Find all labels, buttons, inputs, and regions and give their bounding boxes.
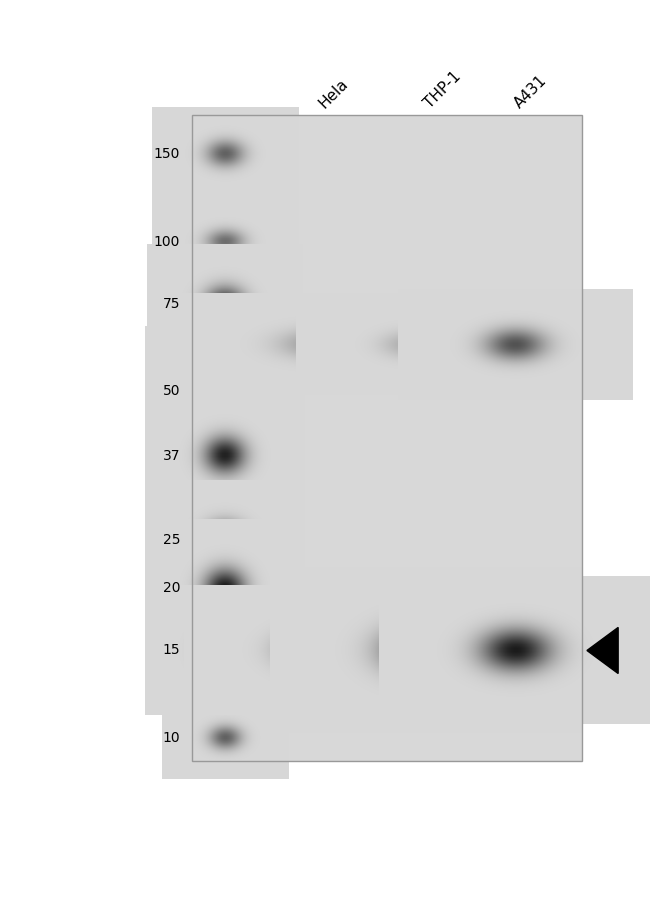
Text: 20: 20: [162, 582, 180, 596]
Text: THP-1: THP-1: [422, 68, 464, 111]
Text: Hela: Hela: [317, 76, 352, 111]
Polygon shape: [587, 628, 618, 674]
Text: 15: 15: [162, 644, 180, 657]
Text: 150: 150: [153, 148, 180, 161]
Bar: [192, 115, 582, 761]
Text: 50: 50: [162, 384, 180, 398]
Text: 25: 25: [162, 534, 180, 548]
Text: 100: 100: [153, 235, 180, 249]
Text: 10: 10: [162, 731, 180, 745]
Text: 37: 37: [162, 449, 180, 463]
Text: A431: A431: [512, 72, 550, 111]
Text: 75: 75: [162, 297, 180, 311]
Bar: [192, 115, 582, 761]
